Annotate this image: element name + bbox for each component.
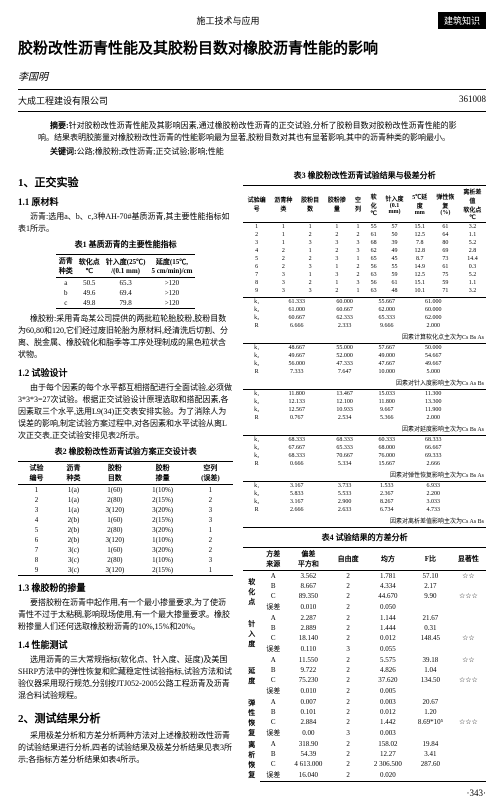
para: 采用极差分析和方差分析两种方法对上述橡胶粉改性沥青的试验结果进行分析,四者的试验…: [18, 730, 233, 766]
para: 选用沥青的三大常规指标(软化点、针入度、延度)及美国SHRP方法中的弹性恢复和贮…: [18, 654, 233, 702]
table4-caption: 表4 试验结果的方差分析: [243, 532, 486, 543]
table2-caption: 表2 橡胶粉改性沥青试验方案正交设计表: [18, 446, 233, 457]
section-2: 2、测试结果分析: [18, 710, 233, 726]
title: 胶粉改性沥青性能及其胶粉目数对橡胶沥青性能的影响: [18, 37, 486, 58]
table4: 方差来源偏差平方和自由度均方F比显著性软化点A3.56221.78157.10☆…: [243, 547, 486, 782]
subsection-1-1: 1.1 原材料: [18, 195, 233, 208]
subsection-1-2: 1.2 试验设计: [18, 366, 233, 379]
abstract: 摘要:针对胶粉改性沥青性能及其影响因素,通过橡胶粉改性沥青的正交试验,分析了胶粉…: [18, 120, 486, 158]
header-badge: 建筑知识: [438, 12, 486, 29]
header-bar: 施工技术与应用 建筑知识: [18, 12, 486, 29]
table2: 试验编号沥青种类胶粉目数胶粉掺量空列(误差)11(a)1(60)1(10%)12…: [18, 461, 233, 576]
author: 李国明: [18, 68, 486, 83]
keywords: 公路;橡胶粉;改性沥青;正交试验;影响;性能: [77, 147, 224, 156]
table1: 沥青种类软化点℃针入度(25℃)/(0.1 mm)延度(15℃,5 cm/min…: [56, 254, 196, 309]
abstract-label: 摘要:: [50, 121, 69, 130]
right-column: 表3 橡胶粉改性沥青试验结果与极差分析 试验编号沥青种类胶粉目数胶粉掺量空列软化…: [243, 166, 486, 798]
table3-caption: 表3 橡胶粉改性沥青试验结果与极差分析: [243, 170, 486, 181]
header-center: 施工技术与应用: [196, 14, 259, 27]
para: 由于每个因素的每个水平都互相搭配进行全面试验,必须做3*3*3=27次试验。根据…: [18, 382, 233, 442]
abstract-text: 针对胶粉改性沥青性能及其影响因素,通过橡胶粉改性沥青的正交试验,分析了胶粉目数对…: [38, 121, 457, 142]
section-1: 1、正交实验: [18, 174, 233, 190]
keywords-label: 关键词:: [50, 147, 77, 156]
table1-caption: 表1 基质沥青的主要性能指标: [18, 239, 233, 250]
page-number: ·343·: [243, 788, 486, 798]
para: 沥青:选用a、b、c,3种AH-70#基质沥青,其主要性能指标如表1所示。: [18, 211, 233, 235]
affiliation-row: 大成工程建设有限公司 361008: [18, 89, 486, 112]
para: 橡胶粉:采用青岛某公司提供的两批粒轮胎胶粉,胶粉目数为60,80和120,它们经…: [18, 313, 233, 361]
subsection-1-3: 1.3 橡胶粉的掺量: [18, 581, 233, 594]
para: 要搭胶粉在沥青中起作用,有一个最小掺量要求,为了使沥青性不过于太粘稠,影响现场使…: [18, 597, 233, 633]
table3: 试验编号沥青种类胶粉目数胶粉掺量空列软化℃针入度(0.1 mm)5℃延度mm弹性…: [243, 185, 486, 528]
subsection-1-4: 1.4 性能测试: [18, 638, 233, 651]
left-column: 1、正交实验 1.1 原材料 沥青:选用a、b、c,3种AH-70#基质沥青,其…: [18, 166, 233, 798]
affiliation: 大成工程建设有限公司: [18, 94, 108, 107]
postcode: 361008: [459, 94, 486, 107]
